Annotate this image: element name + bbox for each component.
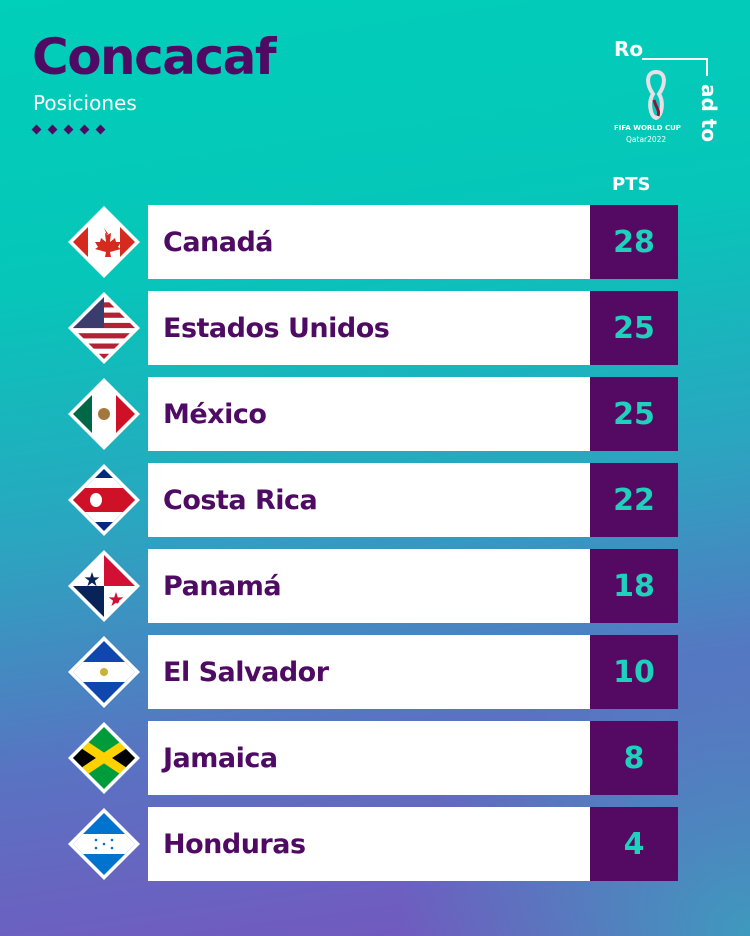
team-name: Canadá — [163, 226, 274, 258]
team-bar: El Salvador — [148, 635, 590, 709]
usa-flag-icon — [68, 292, 140, 364]
table-row: Canadá 28 — [68, 205, 680, 279]
table-row: Jamaica 8 — [68, 721, 680, 795]
table-row: Panamá 18 — [68, 549, 680, 623]
table-row: México 25 — [68, 377, 680, 451]
table-row: El Salvador 10 — [68, 635, 680, 709]
team-name: Jamaica — [163, 742, 278, 774]
table-row: Costa Rica 22 — [68, 463, 680, 537]
team-bar: México — [148, 377, 590, 451]
team-name: Panamá — [163, 570, 282, 602]
team-points: 10 — [590, 635, 678, 709]
page-subtitle: Posiciones — [33, 91, 137, 115]
team-bar: Estados Unidos — [148, 291, 590, 365]
mexico-flag-icon — [68, 378, 140, 450]
canada-flag-icon — [68, 206, 140, 278]
logo-caption-year: Qatar2022 — [626, 135, 667, 144]
costa-rica-flag-icon — [68, 464, 140, 536]
team-points: 18 — [590, 549, 678, 623]
team-bar: Canadá — [148, 205, 590, 279]
page-title: Concacaf — [32, 28, 277, 86]
panama-flag-icon — [68, 550, 140, 622]
team-points: 28 — [590, 205, 678, 279]
team-bar: Honduras — [148, 807, 590, 881]
world-cup-emblem-icon — [646, 70, 666, 120]
jamaica-flag-icon — [68, 722, 140, 794]
honduras-flag-icon — [68, 808, 140, 880]
el-salvador-flag-icon — [68, 636, 140, 708]
team-points: 4 — [590, 807, 678, 881]
team-name: México — [163, 398, 267, 430]
team-name: Honduras — [163, 828, 306, 860]
points-column-header: PTS — [612, 174, 651, 195]
team-bar: Jamaica — [148, 721, 590, 795]
logo-caption: FIFA WORLD CUP — [614, 124, 681, 132]
team-bar: Costa Rica — [148, 463, 590, 537]
table-row: Honduras 4 — [68, 807, 680, 881]
logo-text-ad-to: ad to — [697, 84, 721, 143]
team-name: Costa Rica — [163, 484, 318, 516]
logo-text-ro: Ro — [614, 37, 644, 61]
team-points: 25 — [590, 291, 678, 365]
decorative-dots — [31, 124, 106, 135]
table-row: Estados Unidos 25 — [68, 291, 680, 365]
team-points: 25 — [590, 377, 678, 451]
team-name: Estados Unidos — [163, 312, 390, 344]
team-points: 22 — [590, 463, 678, 537]
team-bar: Panamá — [148, 549, 590, 623]
team-points: 8 — [590, 721, 678, 795]
road-to-qatar-logo: Ro ad to FIFA WORLD CUP Qatar2022 — [612, 38, 722, 153]
team-name: El Salvador — [163, 656, 329, 688]
